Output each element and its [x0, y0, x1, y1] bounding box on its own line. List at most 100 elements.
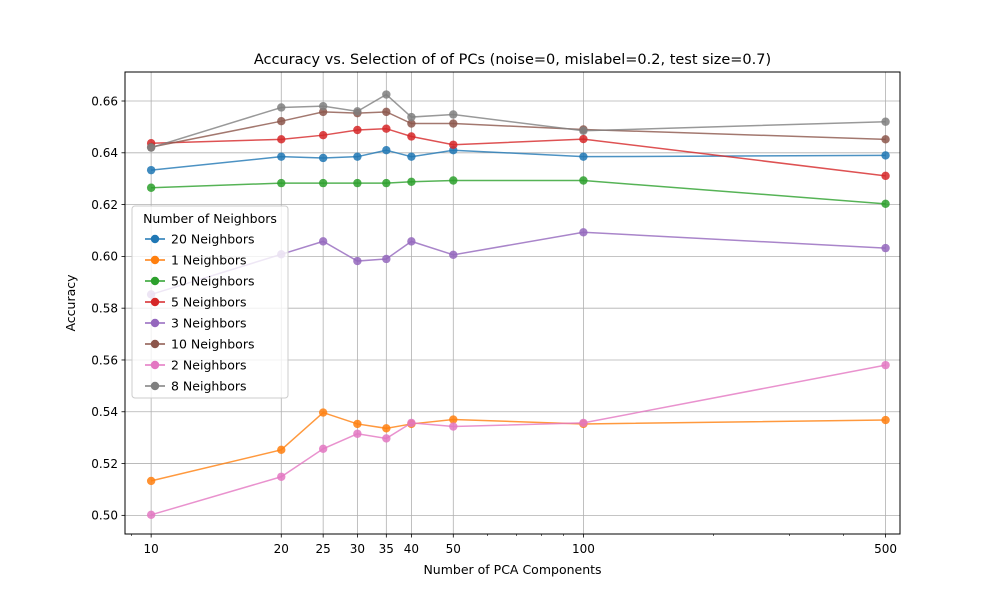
data-point	[318, 408, 328, 417]
data-point	[579, 228, 588, 237]
data-point	[382, 146, 391, 155]
series-2	[146, 176, 890, 209]
data-point	[449, 119, 458, 128]
data-point	[277, 135, 286, 144]
data-point	[881, 243, 890, 253]
x-tick-label: 500	[874, 542, 897, 556]
data-point	[353, 107, 362, 116]
data-point	[353, 125, 362, 135]
data-point	[449, 250, 458, 260]
y-tick-label: 0.62	[91, 198, 118, 212]
data-point	[146, 165, 156, 175]
data-point	[407, 177, 416, 187]
y-tick-label: 0.52	[91, 457, 118, 471]
data-point	[277, 152, 286, 161]
data-point	[881, 171, 890, 181]
series-6	[146, 360, 890, 520]
x-tick-label: 20	[274, 542, 289, 556]
y-tick-label: 0.60	[91, 250, 118, 264]
data-point	[277, 445, 286, 455]
y-tick-label: 0.66	[91, 94, 118, 108]
data-point	[318, 178, 328, 188]
y-tick-label: 0.58	[91, 301, 118, 315]
legend-label: 2 Neighbors	[171, 358, 247, 373]
data-point	[318, 130, 328, 140]
data-point	[318, 153, 328, 163]
x-axis: 10 20 25 30 35 40 50 100 500	[131, 534, 897, 556]
data-point	[579, 176, 588, 185]
data-point	[146, 183, 156, 192]
plot-frame	[124, 71, 901, 535]
legend-marker	[150, 360, 160, 370]
legend-label: 5 Neighbors	[171, 295, 247, 310]
data-point	[382, 124, 391, 133]
legend-marker	[150, 381, 160, 391]
series-line	[151, 179, 886, 205]
data-point	[146, 143, 156, 152]
x-tick-label: 100	[572, 542, 595, 556]
legend-label: 20 Neighbors	[171, 232, 254, 247]
data-point	[579, 126, 588, 135]
legend: Number of Neighbors 20 Neighbors 1 Neighb…	[131, 205, 289, 399]
x-tick-label: 10	[144, 542, 159, 556]
legend-title: Number of Neighbors	[143, 211, 277, 226]
series-7	[146, 90, 890, 152]
data-point	[353, 419, 362, 429]
data-point	[407, 119, 416, 128]
data-point	[318, 101, 328, 111]
x-tick-label: 40	[404, 542, 419, 556]
legend-label: 1 Neighbors	[171, 253, 247, 268]
data-point	[382, 254, 391, 264]
x-axis-label: Number of PCA Components	[423, 562, 601, 577]
y-tick-label: 0.64	[91, 146, 118, 160]
data-point	[407, 152, 416, 161]
series-3	[146, 124, 890, 181]
data-point	[449, 422, 458, 431]
series-line	[151, 149, 886, 171]
data-point	[382, 424, 391, 433]
legend-marker	[150, 318, 160, 328]
series-line	[150, 411, 886, 482]
data-point	[881, 135, 890, 144]
legend-items: 20 Neighbors 1 Neighbors 50 Neighbors 5 Nei…	[145, 232, 254, 394]
data-point	[382, 107, 391, 117]
legend-marker	[150, 339, 160, 349]
data-point	[146, 510, 156, 520]
series-0	[146, 146, 890, 175]
legend-marker	[150, 297, 160, 307]
data-point	[382, 434, 391, 443]
legend-label: 10 Neighbors	[171, 337, 254, 352]
data-point	[579, 418, 588, 428]
y-axis-label: Accuracy	[63, 274, 78, 332]
legend-box	[131, 205, 289, 399]
legend-label: 3 Neighbors	[171, 316, 247, 331]
data-point	[146, 476, 156, 486]
legend-label: 8 Neighbors	[171, 379, 247, 394]
data-point	[881, 117, 890, 126]
data-point	[579, 134, 588, 144]
y-axis: 0.50 0.52 0.54 0.56 0.58 0.60 0.62 0.64 0.66	[91, 94, 125, 523]
data-point	[449, 140, 458, 149]
data-point	[277, 103, 286, 112]
data-point	[353, 178, 362, 188]
y-tick-label: 0.54	[91, 405, 118, 419]
data-point	[382, 90, 391, 99]
y-tick-label: 0.56	[91, 353, 118, 367]
data-point	[407, 237, 416, 246]
data-point	[353, 256, 362, 266]
data-point	[277, 117, 286, 126]
data-point	[277, 178, 286, 188]
data-point	[277, 472, 286, 481]
data-point	[407, 418, 416, 428]
data-point	[579, 152, 588, 161]
series-1	[146, 408, 890, 486]
data-point	[881, 151, 890, 160]
data-point	[449, 110, 458, 119]
data-point	[318, 237, 328, 246]
data-point	[382, 178, 391, 188]
x-tick-label: 50	[446, 542, 461, 556]
y-tick-label: 0.50	[91, 509, 118, 523]
chart-title: Accuracy vs. Selection of of PCs (noise=…	[254, 52, 771, 68]
